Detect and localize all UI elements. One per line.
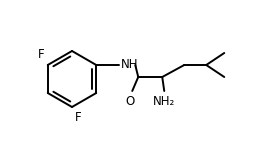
Text: F: F	[38, 48, 45, 61]
Text: O: O	[126, 95, 135, 108]
Text: F: F	[75, 111, 82, 124]
Text: NH₂: NH₂	[153, 95, 176, 108]
Text: NH: NH	[121, 58, 139, 72]
